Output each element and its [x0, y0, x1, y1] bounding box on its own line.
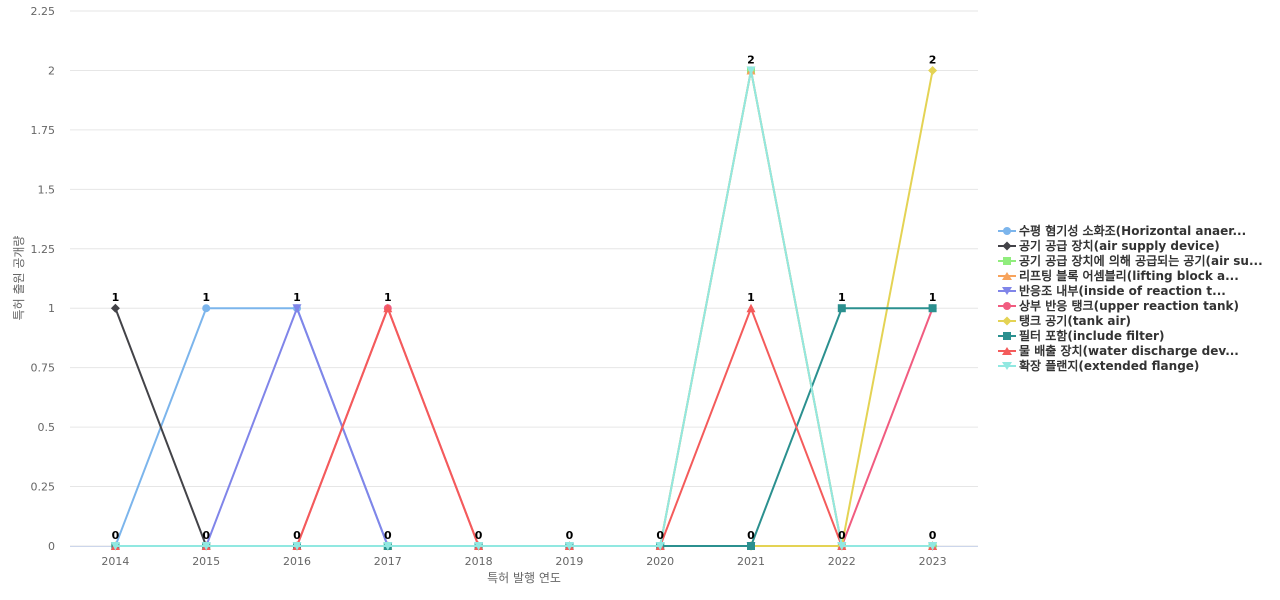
x-axis-title: 특허 발행 연도: [487, 570, 561, 585]
data-label: 0: [566, 529, 574, 542]
data-label: 2: [929, 53, 937, 66]
data-label: 0: [293, 529, 301, 542]
legend-item[interactable]: 필터 포함(include filter): [998, 328, 1278, 343]
y-axis-ticks: 0 0.25 0.5 0.75 1 1.25 1.5 1.75 2 2.25: [31, 5, 56, 553]
data-point: [201, 542, 211, 551]
data-point: [110, 542, 120, 551]
data-label: 1: [202, 291, 210, 304]
y-axis-title: 특허 출원 공개량: [12, 236, 26, 321]
legend-label: 확장 플랜지(extended flange): [1019, 359, 1200, 373]
y-tick-label: 1.5: [38, 183, 56, 196]
data-point: [655, 542, 665, 551]
square-marker-icon: [998, 328, 1016, 343]
legend-label: 수평 혐기성 소화조(Horizontal anaer...: [1019, 224, 1247, 238]
data-point: [928, 542, 938, 551]
series-line: [115, 69, 933, 547]
data-point: [747, 542, 755, 550]
data-point: [564, 542, 574, 551]
legend-label: 상부 반응 탱크(upper reaction tank): [1019, 299, 1239, 313]
triangle-marker-icon: [998, 343, 1016, 358]
data-point: [292, 304, 302, 313]
data-point: [474, 542, 484, 551]
legend-item[interactable]: 수평 혐기성 소화조(Horizontal anaer...: [998, 223, 1278, 238]
y-tick-label: 0.5: [38, 421, 56, 434]
data-label: 0: [475, 529, 483, 542]
circle-marker-icon: [998, 223, 1016, 238]
x-tick-label: 2020: [646, 555, 674, 568]
x-tick-label: 2019: [555, 555, 583, 568]
x-tick-label: 2022: [828, 555, 856, 568]
data-label: 2: [747, 53, 755, 66]
x-tick-label: 2018: [465, 555, 493, 568]
legend-item[interactable]: 공기 공급 장치(air supply device): [998, 238, 1278, 253]
data-label: 0: [202, 529, 210, 542]
y-tick-label: 1.25: [31, 243, 56, 256]
triangle-down-marker-icon: [998, 358, 1016, 373]
legend-label: 반응조 내부(inside of reaction t...: [1019, 284, 1226, 298]
y-tick-label: 2: [48, 64, 55, 77]
data-label: 0: [384, 529, 392, 542]
data-label: 1: [384, 291, 392, 304]
legend-item[interactable]: 공기 공급 장치에 의해 공급되는 공기(air su...: [998, 253, 1278, 268]
gridlines: [70, 10, 978, 547]
data-point: [110, 303, 120, 313]
y-tick-label: 0.25: [31, 481, 56, 494]
data-point: [746, 66, 756, 75]
data-point: [383, 303, 393, 313]
legend-label: 물 배출 장치(water discharge dev...: [1019, 344, 1239, 358]
x-tick-label: 2021: [737, 555, 765, 568]
legend-item[interactable]: 리프팅 블록 어셈블리(lifting block a...: [998, 268, 1278, 283]
x-tick-label: 2016: [283, 555, 311, 568]
data-point: [837, 542, 847, 551]
data-label: 0: [747, 529, 755, 542]
data-label: 0: [112, 529, 120, 542]
data-label: 1: [929, 291, 937, 304]
data-point: [292, 542, 302, 551]
data-label: 1: [293, 291, 301, 304]
x-tick-label: 2014: [101, 555, 129, 568]
x-tick-label: 2017: [374, 555, 402, 568]
data-label: 0: [929, 529, 937, 542]
data-point: [928, 304, 937, 313]
diamond-marker-icon: [998, 238, 1016, 253]
series-lines: [110, 65, 938, 551]
legend-item[interactable]: 확장 플랜지(extended flange): [998, 358, 1278, 373]
series-10: [110, 66, 938, 551]
data-label: 0: [838, 529, 846, 542]
data-label: 0: [656, 529, 664, 542]
x-axis-ticks: 2014 2015 2016 2017 2018 2019 2020 2021 2022 2023: [101, 555, 946, 568]
legend-label: 필터 포함(include filter): [1019, 329, 1165, 343]
data-point: [746, 303, 756, 313]
data-point: [383, 542, 393, 551]
y-tick-label: 0: [48, 540, 55, 553]
legend-item[interactable]: 탱크 공기(tank air): [998, 313, 1278, 328]
y-tick-label: 2.25: [31, 5, 56, 18]
data-label: 1: [112, 291, 120, 304]
data-labels: 0 1 0 1 0 1 0 1 0 0 0 0 1 2 0 1 0 1 2: [112, 53, 937, 542]
data-point: [928, 65, 938, 75]
diamond-marker-icon: [998, 313, 1016, 328]
y-tick-label: 1.75: [31, 124, 56, 137]
data-label: 1: [838, 291, 846, 304]
x-tick-label: 2023: [919, 555, 947, 568]
data-label: 1: [747, 291, 755, 304]
legend-label: 리프팅 블록 어셈블리(lifting block a...: [1019, 269, 1239, 283]
legend-label: 탱크 공기(tank air): [1019, 314, 1131, 328]
x-tick-label: 2015: [192, 555, 220, 568]
circle-marker-icon: [998, 298, 1016, 313]
y-tick-label: 1: [48, 302, 55, 315]
triangle-marker-icon: [998, 268, 1016, 283]
data-point: [837, 304, 846, 313]
legend-label: 공기 공급 장치에 의해 공급되는 공기(air su...: [1019, 254, 1263, 268]
square-marker-icon: [998, 253, 1016, 268]
data-point: [202, 304, 211, 313]
legend-item[interactable]: 반응조 내부(inside of reaction t...: [998, 283, 1278, 298]
y-tick-label: 0.75: [31, 362, 56, 375]
legend: 수평 혐기성 소화조(Horizontal anaer... 공기 공급 장치(a…: [998, 223, 1278, 373]
triangle-down-marker-icon: [998, 283, 1016, 298]
legend-label: 공기 공급 장치(air supply device): [1019, 239, 1220, 253]
legend-item[interactable]: 상부 반응 탱크(upper reaction tank): [998, 298, 1278, 313]
legend-item[interactable]: 물 배출 장치(water discharge dev...: [998, 343, 1278, 358]
